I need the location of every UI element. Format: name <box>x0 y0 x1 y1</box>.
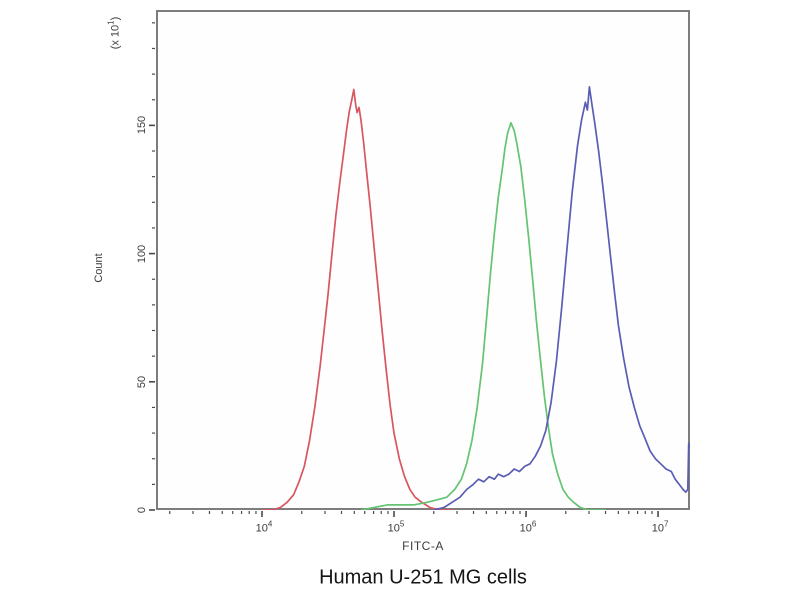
x-tick-label-1e5: 105 <box>387 519 405 535</box>
y-tick-label-0: 0 <box>136 506 148 514</box>
chart-title: Human U-251 MG cells <box>319 566 527 589</box>
red-peak-curve <box>262 88 454 510</box>
x-tick-label-1e4: 104 <box>255 519 273 535</box>
y-axis-title: Count <box>93 253 105 283</box>
x-tick-label-1e7: 107 <box>651 519 669 535</box>
x-axis-title: FITC-A <box>402 539 444 553</box>
y-tick-label-100: 100 <box>136 244 148 263</box>
green-peak-curve <box>360 121 606 510</box>
plot-frame <box>156 10 690 510</box>
y-axis-unit-label: (x 101) <box>106 16 122 50</box>
histogram-curves <box>262 86 690 510</box>
y-tick-label-50: 50 <box>136 375 148 388</box>
axis-ticks <box>149 22 659 517</box>
x-tick-label-1e6: 106 <box>519 519 537 535</box>
blue-peak-curve <box>433 86 690 510</box>
y-tick-label-150: 150 <box>136 116 148 135</box>
